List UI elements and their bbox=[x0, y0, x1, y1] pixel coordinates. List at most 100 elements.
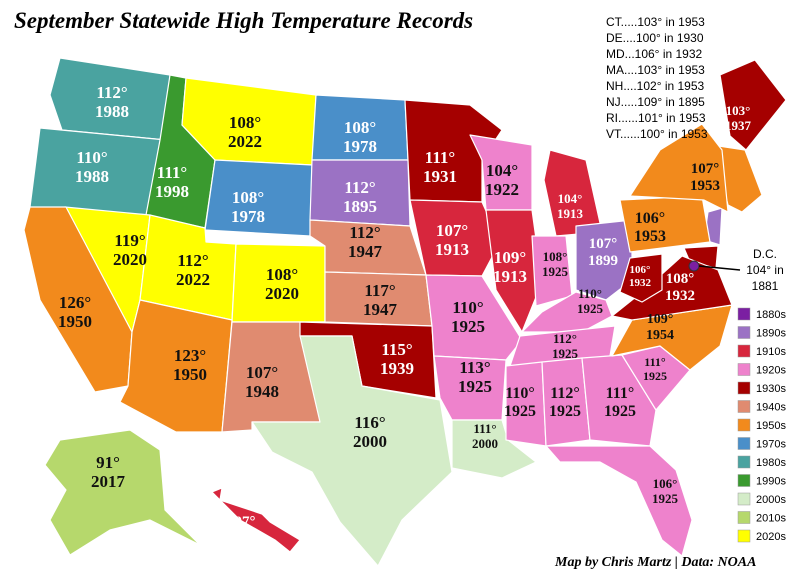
state bbox=[23, 206, 133, 393]
legend-swatch bbox=[737, 307, 751, 321]
state bbox=[451, 419, 537, 479]
state-year: 1913 bbox=[557, 206, 584, 221]
small-state-record: CT.....103° in 1953 bbox=[606, 15, 705, 29]
state-year: 1947 bbox=[363, 300, 398, 319]
state-temp: 110° bbox=[76, 148, 107, 167]
state-temp: 103° bbox=[726, 103, 751, 118]
legend-label: 2010s bbox=[756, 513, 786, 525]
state-temp: 107° bbox=[589, 236, 618, 252]
state-temp: 111° bbox=[606, 385, 635, 402]
credit: Map by Chris Martz | Data: NOAA bbox=[554, 555, 756, 570]
state-temp: 119° bbox=[114, 231, 145, 250]
state-year: 1950 bbox=[173, 365, 207, 384]
state-temp: 106° bbox=[630, 264, 651, 276]
small-state-record: RI......101° in 1953 bbox=[606, 111, 706, 125]
state-year: 2000 bbox=[353, 432, 387, 451]
state-temp: 112° bbox=[553, 331, 577, 346]
state-year: 1925 bbox=[504, 403, 536, 420]
legend-label: 1890s bbox=[756, 328, 786, 340]
state-temp: 109° bbox=[494, 248, 526, 267]
state-temp: 106° bbox=[635, 210, 665, 227]
state bbox=[619, 253, 663, 303]
state-year: 1918 bbox=[230, 531, 260, 547]
state-year: 1925 bbox=[458, 377, 492, 396]
small-state-record: DE....100° in 1930 bbox=[606, 31, 704, 45]
state-year: 1925 bbox=[643, 369, 667, 383]
state bbox=[545, 445, 693, 557]
state-temp: 91° bbox=[96, 453, 120, 472]
legend-label: 1940s bbox=[756, 402, 786, 414]
state-year: 1953 bbox=[690, 178, 720, 194]
state-temp: 116° bbox=[354, 413, 385, 432]
state-year: 1925 bbox=[577, 301, 604, 316]
dc-marker bbox=[688, 260, 700, 272]
state-year: 1978 bbox=[231, 207, 265, 226]
legend-label: 1990s bbox=[756, 476, 786, 488]
small-state-record: NH....102° in 1953 bbox=[606, 79, 705, 93]
state-year: 1988 bbox=[75, 167, 109, 186]
state-temp: 110° bbox=[505, 385, 535, 402]
state bbox=[44, 429, 201, 556]
state-year: 1988 bbox=[95, 102, 129, 121]
state-temp: 106° bbox=[653, 476, 678, 491]
state-year: 1932 bbox=[629, 277, 652, 289]
legend-label: 1950s bbox=[756, 420, 786, 432]
state-year: 1931 bbox=[423, 167, 457, 186]
state-year: 1950 bbox=[58, 312, 92, 331]
title: September Statewide High Temperature Rec… bbox=[14, 8, 473, 33]
state-year: 1925 bbox=[542, 264, 569, 279]
legend-label: 2000s bbox=[756, 494, 786, 506]
state-temp: 108° bbox=[543, 249, 568, 264]
state-temp: 107° bbox=[436, 221, 468, 240]
state bbox=[485, 209, 543, 333]
state-year: 1899 bbox=[588, 253, 618, 269]
small-state-record: NJ.....109° in 1895 bbox=[606, 95, 705, 109]
state-year: 1998 bbox=[155, 182, 189, 201]
state-year: 1937 bbox=[725, 118, 752, 133]
state-temp: 104° bbox=[558, 191, 583, 206]
legend-swatch bbox=[737, 344, 751, 358]
legend-label: 1970s bbox=[756, 439, 786, 451]
legend-swatch bbox=[737, 400, 751, 413]
state-temp: 107° bbox=[246, 363, 278, 382]
state-year: 1922 bbox=[485, 180, 519, 199]
state-temp: 112° bbox=[550, 385, 580, 402]
state-year: 1895 bbox=[343, 197, 377, 216]
state-temp: 126° bbox=[59, 293, 91, 312]
state-temp: 104° bbox=[486, 161, 518, 180]
dc-temp: 104° in bbox=[746, 263, 784, 277]
state-temp: 108° bbox=[344, 118, 376, 137]
state-year: 1939 bbox=[380, 359, 414, 378]
state-year: 1925 bbox=[552, 346, 579, 361]
legend-label: 1980s bbox=[756, 457, 786, 469]
state-year: 1954 bbox=[646, 328, 674, 343]
state-temp: 113° bbox=[459, 358, 490, 377]
state-temp: 112° bbox=[177, 251, 208, 270]
legend-swatch bbox=[737, 418, 751, 432]
states bbox=[23, 57, 787, 567]
state-temp: 112° bbox=[349, 223, 380, 242]
legend-swatch bbox=[737, 511, 751, 524]
state-temp: 110° bbox=[452, 298, 483, 317]
state bbox=[409, 199, 501, 277]
legend-label: 1920s bbox=[756, 365, 786, 377]
legend-label: 1880s bbox=[756, 309, 786, 321]
state-year: 1947 bbox=[348, 242, 383, 261]
legend-swatch bbox=[737, 381, 751, 395]
state-temp: 115° bbox=[381, 340, 412, 359]
state-temp: 108° bbox=[266, 265, 298, 284]
state-year: 1925 bbox=[549, 403, 581, 420]
state-temp: 107° bbox=[691, 161, 720, 177]
state-year: 2000 bbox=[472, 436, 498, 451]
state-year: 1925 bbox=[451, 317, 485, 336]
legend-label: 2020s bbox=[756, 531, 786, 543]
state-temp: 111° bbox=[644, 355, 666, 369]
legend-swatch bbox=[737, 474, 751, 487]
state-year: 1913 bbox=[435, 240, 469, 259]
state-year: 2020 bbox=[265, 284, 299, 303]
small-state-record: MD...106° in 1932 bbox=[606, 47, 703, 61]
state-temp: 109° bbox=[647, 312, 674, 327]
state-year: 1953 bbox=[634, 228, 666, 245]
state-year: 2020 bbox=[113, 250, 147, 269]
